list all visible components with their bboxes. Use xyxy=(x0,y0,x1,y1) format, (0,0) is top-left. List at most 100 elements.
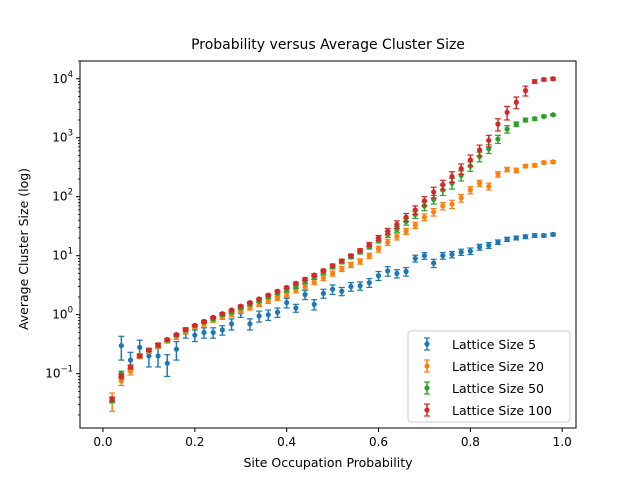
data-point xyxy=(495,239,501,245)
data-point xyxy=(137,344,143,350)
data-point xyxy=(440,253,446,259)
x-tick-label: 0.8 xyxy=(461,435,480,449)
data-point xyxy=(522,87,529,94)
data-point xyxy=(329,262,336,269)
data-point xyxy=(293,305,299,311)
data-point xyxy=(164,360,170,366)
data-point xyxy=(183,326,189,333)
data-point xyxy=(504,109,510,115)
data-point xyxy=(146,347,152,353)
y-tick-label: 101 xyxy=(52,247,73,263)
data-point xyxy=(219,311,225,317)
data-point xyxy=(440,182,446,188)
data-point xyxy=(495,136,501,142)
data-point xyxy=(127,364,134,370)
data-point xyxy=(403,214,409,220)
data-point xyxy=(348,253,354,259)
data-point xyxy=(201,318,207,324)
data-point xyxy=(541,232,547,239)
legend-marker xyxy=(424,385,430,391)
data-point xyxy=(467,157,473,163)
data-point xyxy=(311,272,317,278)
data-point xyxy=(274,288,281,294)
data-point xyxy=(109,396,115,402)
y-tick-label: 10−1 xyxy=(45,365,73,381)
data-point xyxy=(541,159,547,166)
x-axis-label: Site Occupation Probability xyxy=(243,455,413,470)
data-point xyxy=(311,301,317,307)
data-point xyxy=(476,147,483,153)
data-point xyxy=(412,222,418,228)
data-point xyxy=(164,336,170,343)
legend-label: Lattice Size 5 xyxy=(452,337,536,352)
data-point xyxy=(219,327,225,333)
data-point xyxy=(532,78,538,85)
data-point xyxy=(247,321,253,327)
data-point xyxy=(541,113,547,120)
data-point xyxy=(118,378,124,384)
data-point xyxy=(311,279,317,285)
data-point xyxy=(265,292,271,298)
legend-box xyxy=(407,330,571,423)
data-point xyxy=(210,314,216,320)
data-point xyxy=(486,242,492,248)
data-point xyxy=(192,332,198,338)
data-point xyxy=(532,162,538,168)
data-point xyxy=(385,228,391,234)
data-point xyxy=(532,116,538,122)
legend-marker xyxy=(424,341,430,347)
data-point xyxy=(522,234,529,240)
data-point xyxy=(412,207,418,213)
x-tick-label: 0.2 xyxy=(185,435,204,449)
legend-label: Lattice Size 100 xyxy=(452,403,552,418)
data-point xyxy=(394,234,400,240)
data-point xyxy=(366,280,372,286)
data-point xyxy=(449,173,455,180)
legend: Lattice Size 5 Lattice Size 20 Lattice Siz… xyxy=(407,330,571,423)
data-point xyxy=(495,121,501,127)
data-point xyxy=(127,368,134,374)
data-point xyxy=(467,187,473,193)
data-point xyxy=(532,232,538,239)
data-point xyxy=(504,166,510,173)
x-tick-label: 0.4 xyxy=(277,435,296,449)
data-point xyxy=(127,357,134,363)
data-point xyxy=(366,253,372,259)
data-point xyxy=(421,198,428,204)
data-point xyxy=(302,276,308,282)
data-point xyxy=(375,235,382,241)
data-point xyxy=(348,283,354,290)
legend-label: Lattice Size 20 xyxy=(452,359,544,374)
data-point xyxy=(431,209,437,215)
data-point xyxy=(394,270,400,277)
axes-frame xyxy=(79,60,577,429)
y-tick-label: 104 xyxy=(52,70,73,86)
data-point xyxy=(458,249,464,255)
data-point xyxy=(486,183,492,189)
data-point xyxy=(265,298,271,304)
y-tick-label: 103 xyxy=(52,129,73,145)
data-point xyxy=(550,76,556,82)
data-point xyxy=(284,284,290,291)
data-point xyxy=(550,159,556,165)
data-point xyxy=(256,296,262,302)
data-point xyxy=(403,228,409,234)
data-point xyxy=(394,221,400,227)
data-point xyxy=(513,167,519,173)
data-point xyxy=(320,267,327,274)
data-point xyxy=(329,270,336,277)
data-point xyxy=(228,321,235,327)
data-point xyxy=(449,251,455,258)
data-point xyxy=(293,280,299,286)
data-point xyxy=(431,260,437,266)
y-axis-label: Average Cluster Size (log) xyxy=(16,168,31,330)
x-tick-label: 0.6 xyxy=(369,435,388,449)
data-point xyxy=(366,241,372,248)
data-point xyxy=(357,247,363,254)
axes: 0.0 0.2 0.4 0.6 0.8 1.0 10−1 100 101 102 103 104 xyxy=(45,60,577,449)
series-4 xyxy=(109,76,557,402)
data-point xyxy=(155,342,161,348)
y-tick-label: 100 xyxy=(52,306,73,322)
data-point xyxy=(228,307,235,313)
